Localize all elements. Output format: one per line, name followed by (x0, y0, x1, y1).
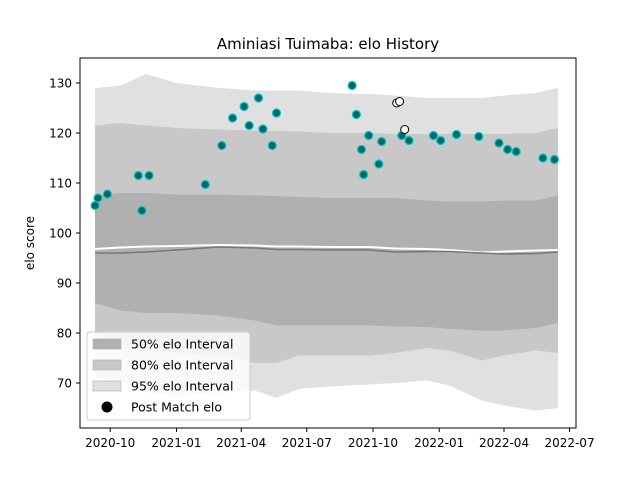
band-50 (95, 193, 558, 331)
open-point (395, 97, 405, 106)
post-match-point (374, 159, 384, 169)
post-match-point (102, 189, 113, 199)
post-match-point (549, 154, 560, 165)
post-match-point (271, 108, 282, 118)
x-axis: 2020-10 2021-01 2021-04 2021-07 2021-10 2022-… (85, 428, 595, 450)
post-match-point (377, 136, 387, 147)
plot-frame (79, 57, 577, 429)
legend-swatch (92, 380, 122, 392)
x-tick-label: 2022-07 (544, 436, 594, 450)
post-match-point (347, 80, 357, 91)
post-match-point (511, 146, 521, 157)
y-axis-label: elo score (23, 216, 37, 270)
post-match-point (451, 129, 462, 140)
post-match-point (90, 200, 100, 211)
y-axis: 70 80 90 100 110 120 130 (49, 77, 80, 391)
legend: 50% elo Interval 80% elo Interval 95% elo … (86, 331, 251, 421)
legend-label: 50% elo Interval (131, 337, 233, 352)
reference-line (95, 243, 559, 254)
x-tick-label: 2021-10 (348, 436, 398, 450)
legend-label: Post Match elo (131, 400, 222, 415)
x-tick-label: 2021-04 (216, 436, 266, 450)
post-match-point (244, 120, 254, 131)
legend-swatch (92, 359, 122, 371)
y-tick-label: 90 (57, 277, 72, 291)
chart-title: Aminiasi Tuimaba: elo History (217, 35, 439, 53)
x-tick-label: 2020-10 (85, 436, 135, 450)
post-match-point (239, 101, 249, 112)
y-tick-label: 130 (49, 77, 72, 91)
post-match-point (503, 144, 513, 155)
post-match-point (474, 131, 484, 142)
open-point (400, 125, 410, 134)
post-match-point (364, 130, 374, 141)
post-match-point (144, 170, 154, 181)
legend-label: 95% elo Interval (131, 379, 233, 394)
post-match-point (404, 135, 414, 146)
y-tick-label: 100 (49, 227, 72, 241)
legend-swatch (92, 338, 122, 350)
legend-marker (101, 401, 113, 413)
legend-label: 80% elo Interval (131, 358, 233, 373)
post-match-point (228, 113, 238, 123)
post-match-point (200, 179, 210, 190)
median-line (95, 246, 559, 255)
y-tick-label: 120 (49, 127, 72, 141)
y-tick-label: 70 (57, 377, 72, 391)
post-match-point (267, 140, 277, 151)
y-tick-label: 80 (57, 327, 72, 341)
post-match-point (356, 144, 367, 155)
post-match-point (137, 205, 147, 216)
plot-area (90, 74, 560, 411)
x-tick-label: 2022-04 (479, 436, 529, 450)
x-tick-label: 2021-07 (282, 436, 332, 450)
legend-box (86, 331, 251, 421)
post-match-point (217, 140, 227, 151)
post-match-point (253, 93, 264, 103)
y-tick-label: 110 (49, 177, 72, 191)
x-tick-label: 2021-01 (151, 436, 201, 450)
post-match-point (93, 193, 103, 203)
post-match-point (133, 170, 143, 181)
post-match-point (428, 130, 439, 141)
post-match-point (538, 153, 548, 163)
post-match-point (258, 124, 268, 134)
post-match-point (494, 138, 504, 148)
post-match-point (436, 135, 446, 146)
post-match-point (351, 109, 361, 120)
x-tick-label: 2022-01 (414, 436, 464, 450)
post-match-point (359, 169, 369, 180)
